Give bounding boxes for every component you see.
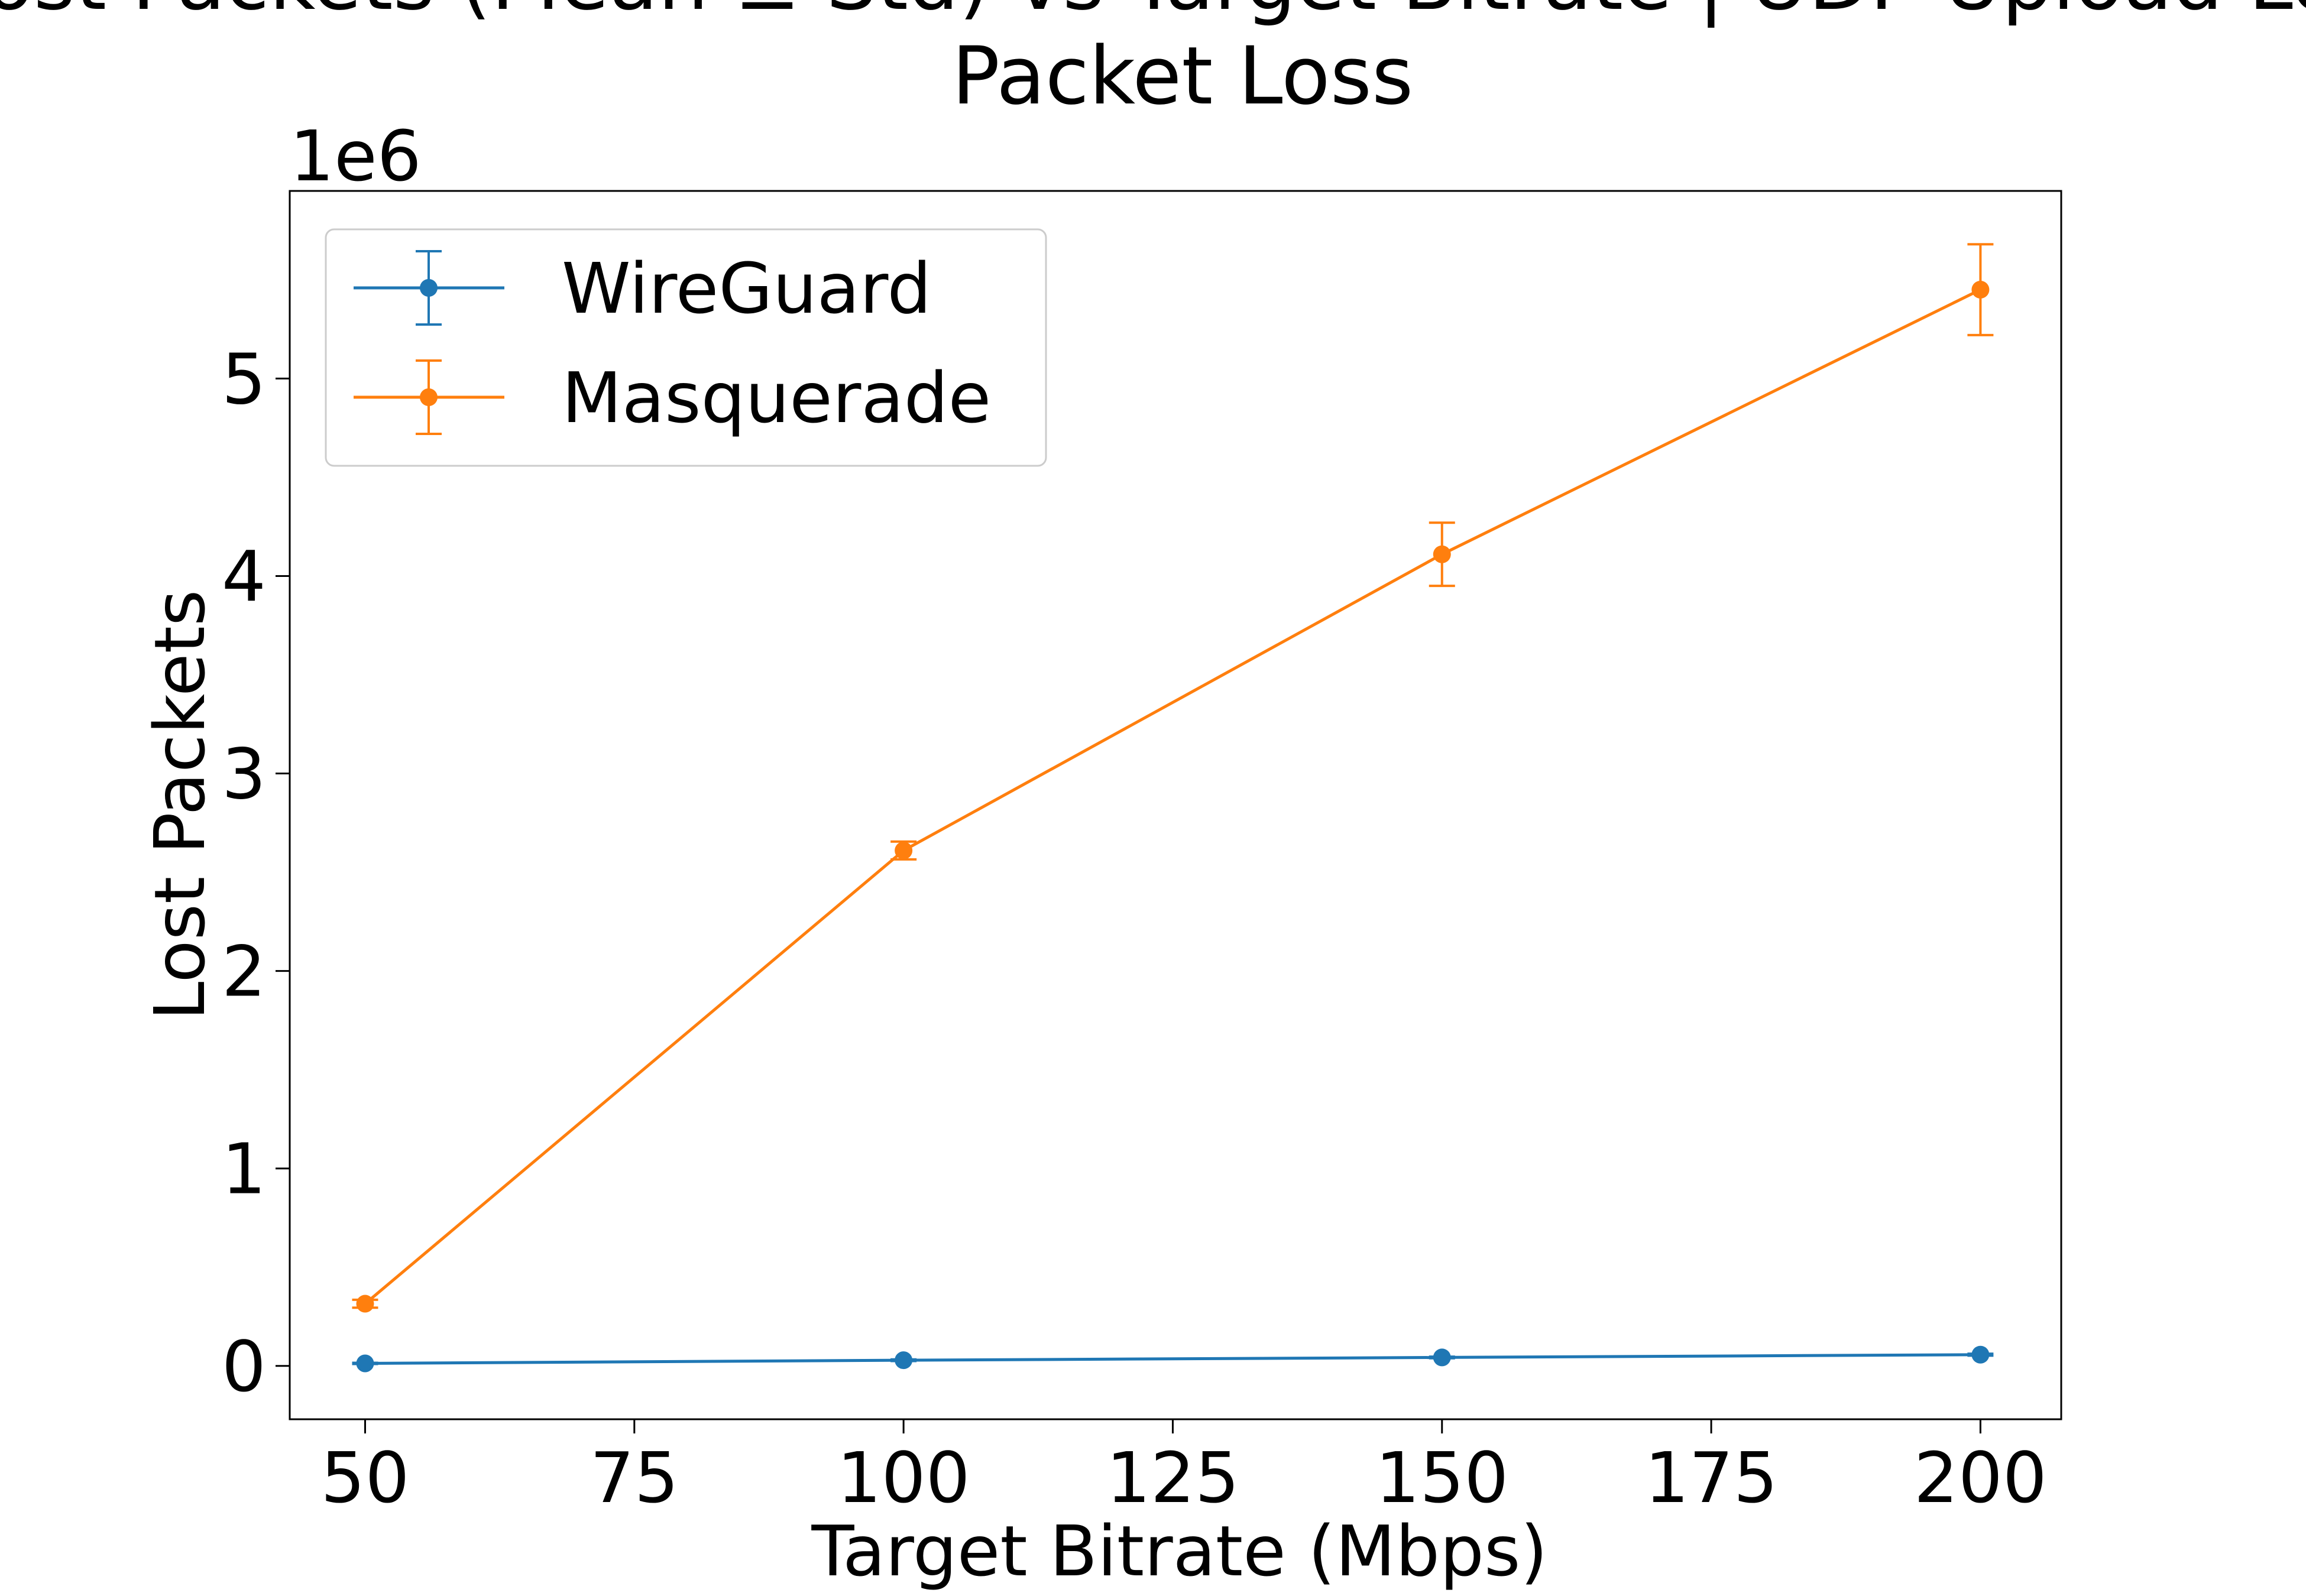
x-tick-label: 125	[1106, 1437, 1239, 1519]
plot-frame	[289, 190, 2062, 1420]
x-axis: 50 75 100 125 150 175 200	[320, 1419, 2047, 1519]
chart-title-line: Packet Loss	[952, 30, 1414, 122]
legend-label: Masquerade	[562, 357, 991, 439]
data-point	[356, 1295, 374, 1313]
data-point	[895, 1351, 913, 1370]
legend: WireGuard Masquerade	[325, 228, 1047, 467]
data-point	[356, 1354, 374, 1373]
legend-frame	[325, 228, 1047, 467]
y-tick-label: 0	[222, 1326, 266, 1407]
data-point	[1433, 545, 1451, 563]
plot-area	[352, 243, 1994, 1373]
y-axis-label: Lost Packets	[139, 590, 221, 1021]
data-point	[1971, 1345, 1990, 1364]
x-tick-label: 50	[320, 1437, 409, 1519]
series-masquerade	[352, 243, 1994, 1313]
y-tick-label: 3	[222, 734, 266, 815]
series-wireguard	[352, 1345, 1994, 1373]
x-tick-label: 200	[1914, 1437, 2047, 1519]
data-point	[1971, 281, 1990, 299]
y-tick-label: 2	[222, 931, 266, 1013]
chart-title-line: Lost Packets (Mean ± Std) vs Target Bitr…	[0, 0, 2306, 28]
y-tick-label: 4	[222, 536, 266, 617]
legend-marker	[420, 279, 438, 297]
x-tick-label: 100	[837, 1437, 970, 1519]
y-tick-label: 1	[222, 1128, 266, 1210]
legend-entry-masquerade: Masquerade	[354, 357, 991, 439]
legend-marker	[420, 388, 438, 406]
legend-entry-wireguard: WireGuard	[354, 248, 931, 329]
series-line	[365, 1353, 1981, 1365]
series-line	[364, 288, 1981, 1305]
data-point	[1433, 1348, 1451, 1367]
y-tick-label: 5	[222, 338, 266, 420]
y-axis: 0 1 2 3 4 5	[222, 338, 290, 1407]
legend-label: WireGuard	[562, 248, 931, 329]
y-offset-label: 1e6	[290, 115, 422, 197]
data-point	[895, 841, 913, 859]
x-tick-label: 150	[1375, 1437, 1508, 1519]
x-tick-label: 175	[1644, 1437, 1777, 1519]
chart-title: Lost Packets (Mean ± Std) vs Target Bitr…	[0, 0, 2306, 122]
x-axis-label: Target Bitrate (Mbps)	[811, 1510, 1548, 1592]
x-tick-label: 75	[590, 1437, 679, 1519]
